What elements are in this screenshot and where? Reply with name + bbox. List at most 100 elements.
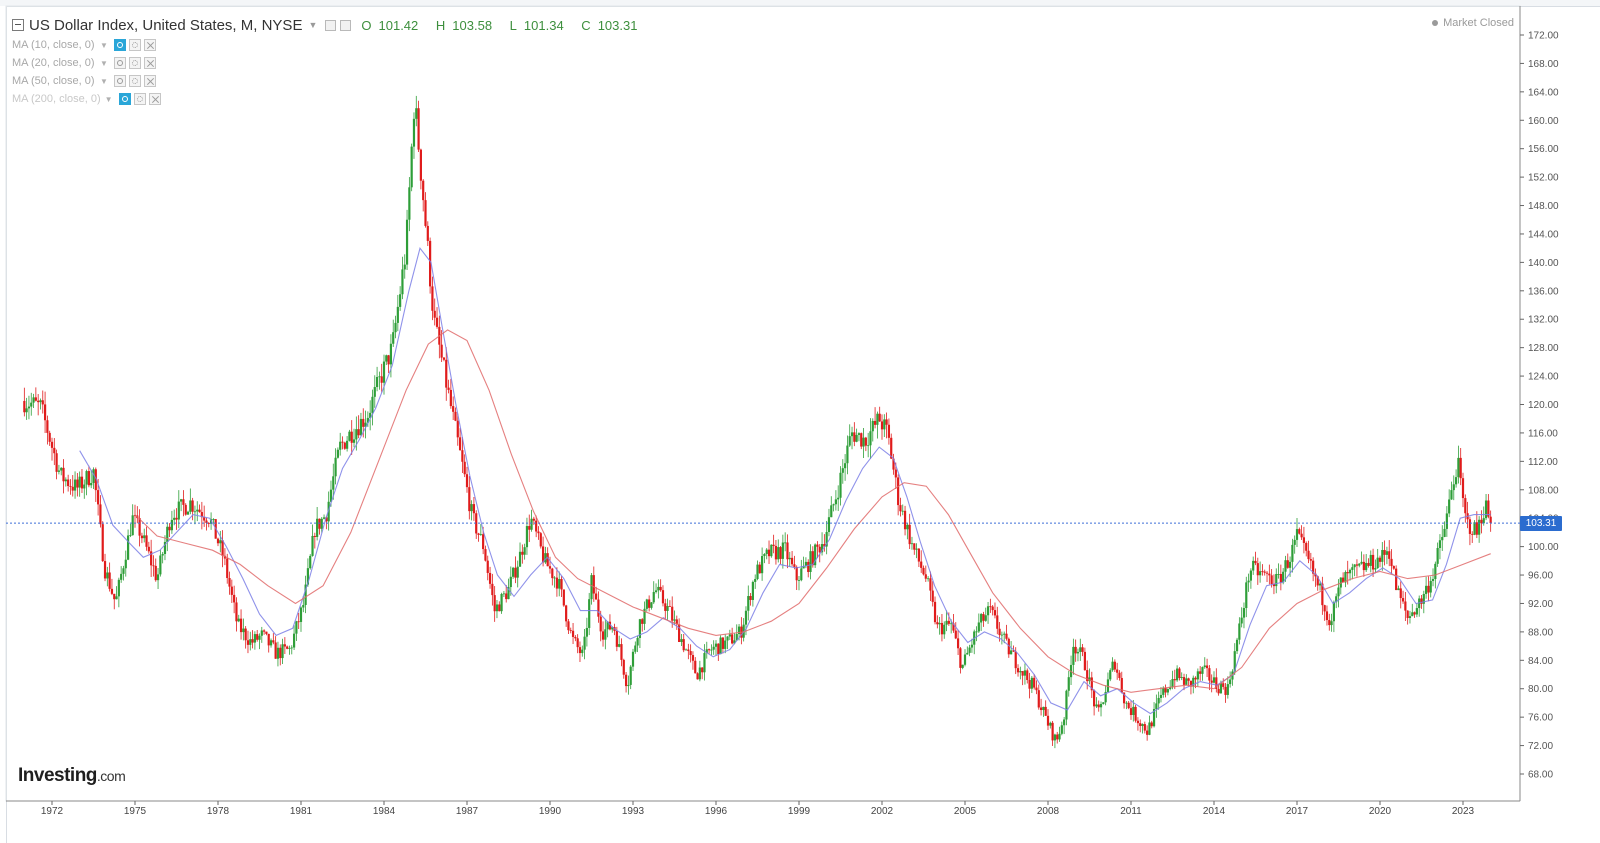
indicator-ma-200[interactable]: MA (200, close, 0) ▼	[12, 90, 651, 108]
candle-body	[1226, 684, 1229, 695]
candle-body	[1457, 457, 1460, 478]
candle-body	[177, 501, 180, 520]
gear-icon[interactable]	[133, 93, 146, 105]
close-icon[interactable]	[143, 57, 156, 69]
candle-body	[1330, 621, 1333, 626]
indicator-ma-10[interactable]: MA (10, close, 0) ▼	[12, 36, 651, 54]
x-tick-label: 1990	[539, 806, 562, 817]
candle-body	[917, 548, 920, 562]
eye-icon[interactable]	[118, 93, 131, 105]
candle-body	[1282, 571, 1285, 583]
candle-body	[544, 553, 547, 563]
top-toolbar-strip	[0, 0, 1600, 6]
candle-body	[1208, 668, 1211, 681]
candle-body	[1425, 585, 1428, 594]
candle-body	[1471, 533, 1474, 535]
x-tick-label: 2005	[954, 806, 977, 817]
candle-body	[1132, 706, 1135, 715]
gear-icon[interactable]	[128, 39, 141, 51]
candle-body	[615, 630, 618, 647]
candle-body	[505, 593, 508, 600]
indicator-ma-50[interactable]: MA (50, close, 0) ▼	[12, 72, 651, 90]
candle-body	[239, 618, 243, 633]
candle-body	[286, 646, 289, 649]
eye-icon[interactable]	[113, 39, 126, 51]
candle-body	[274, 642, 277, 659]
candle-body	[1136, 720, 1140, 724]
time-axis[interactable]: 1972 1975 1978 1981 1984 1987 1990 1993 1996 1999…	[41, 801, 1475, 817]
candle-body	[233, 594, 236, 603]
eye-icon[interactable]	[113, 57, 126, 69]
gear-icon[interactable]	[325, 19, 337, 31]
candle-body	[295, 621, 298, 634]
candle-body	[69, 486, 72, 487]
candle-body	[797, 580, 801, 581]
y-tick-label: 100.00	[1528, 542, 1559, 553]
candle-body	[260, 630, 263, 636]
candle-body	[1169, 687, 1172, 690]
candle-body	[433, 310, 436, 318]
candle-body	[1275, 574, 1278, 587]
eye-icon[interactable]	[113, 75, 126, 87]
candle-body	[592, 575, 595, 594]
candle-body	[1385, 551, 1389, 555]
candle-body	[678, 624, 681, 643]
candle-body	[869, 431, 872, 446]
candle-body	[316, 518, 319, 537]
candle-body	[827, 517, 831, 533]
gear-icon[interactable]	[128, 75, 141, 87]
price-axis[interactable]: 172.00 168.00 164.00 160.00 156.00 152.00 148.…	[1520, 31, 1559, 781]
chevron-down-icon[interactable]: ▼	[100, 76, 108, 86]
candle-body	[689, 651, 692, 656]
candle-body	[378, 376, 381, 378]
candle-body	[1215, 677, 1218, 689]
candle-body	[578, 647, 582, 654]
candle-body	[1261, 571, 1264, 572]
chevron-down-icon[interactable]: ▼	[100, 40, 108, 50]
collapse-icon[interactable]	[12, 19, 24, 31]
candle-body	[1030, 677, 1033, 689]
candle-body	[1146, 730, 1149, 735]
chevron-down-icon[interactable]: ▼	[104, 94, 113, 104]
indicator-ma-20[interactable]: MA (20, close, 0) ▼	[12, 54, 651, 72]
candle-body	[618, 644, 621, 647]
candle-body	[435, 317, 439, 327]
candle-body	[78, 476, 81, 488]
candle-body	[468, 487, 471, 512]
candle-body	[138, 518, 141, 536]
candle-body	[1060, 725, 1063, 734]
candle-body	[624, 674, 628, 687]
candle-body	[1484, 500, 1488, 519]
y-tick-label: 92.00	[1528, 599, 1553, 610]
candle-body	[818, 546, 821, 553]
candle-body	[113, 593, 116, 600]
candle-body	[982, 614, 985, 621]
candle-body	[1104, 691, 1107, 703]
close-icon[interactable]	[143, 75, 156, 87]
candle-body	[595, 593, 598, 600]
candle-body	[251, 639, 254, 643]
candle-body	[1247, 580, 1250, 583]
candle-body	[302, 604, 305, 608]
candle-body	[860, 433, 863, 447]
candle-body	[906, 524, 909, 530]
candle-body	[772, 544, 775, 546]
candle-body	[671, 606, 674, 621]
candle-body	[728, 634, 731, 637]
settings-icon[interactable]	[340, 19, 352, 31]
candle-body	[1404, 601, 1407, 611]
candle-body	[731, 634, 734, 644]
candle-body	[574, 636, 577, 639]
x-tick-label: 2008	[1037, 806, 1060, 817]
candle-body	[569, 630, 572, 631]
close-icon[interactable]	[148, 93, 161, 105]
candle-body	[1390, 558, 1393, 567]
close-icon[interactable]	[143, 39, 156, 51]
candle-body	[560, 579, 563, 590]
chevron-down-icon[interactable]: ▼	[308, 20, 318, 30]
candle-body	[1351, 567, 1354, 570]
gear-icon[interactable]	[128, 57, 141, 69]
chevron-down-icon[interactable]: ▼	[100, 58, 108, 68]
candle-body	[1270, 575, 1273, 585]
